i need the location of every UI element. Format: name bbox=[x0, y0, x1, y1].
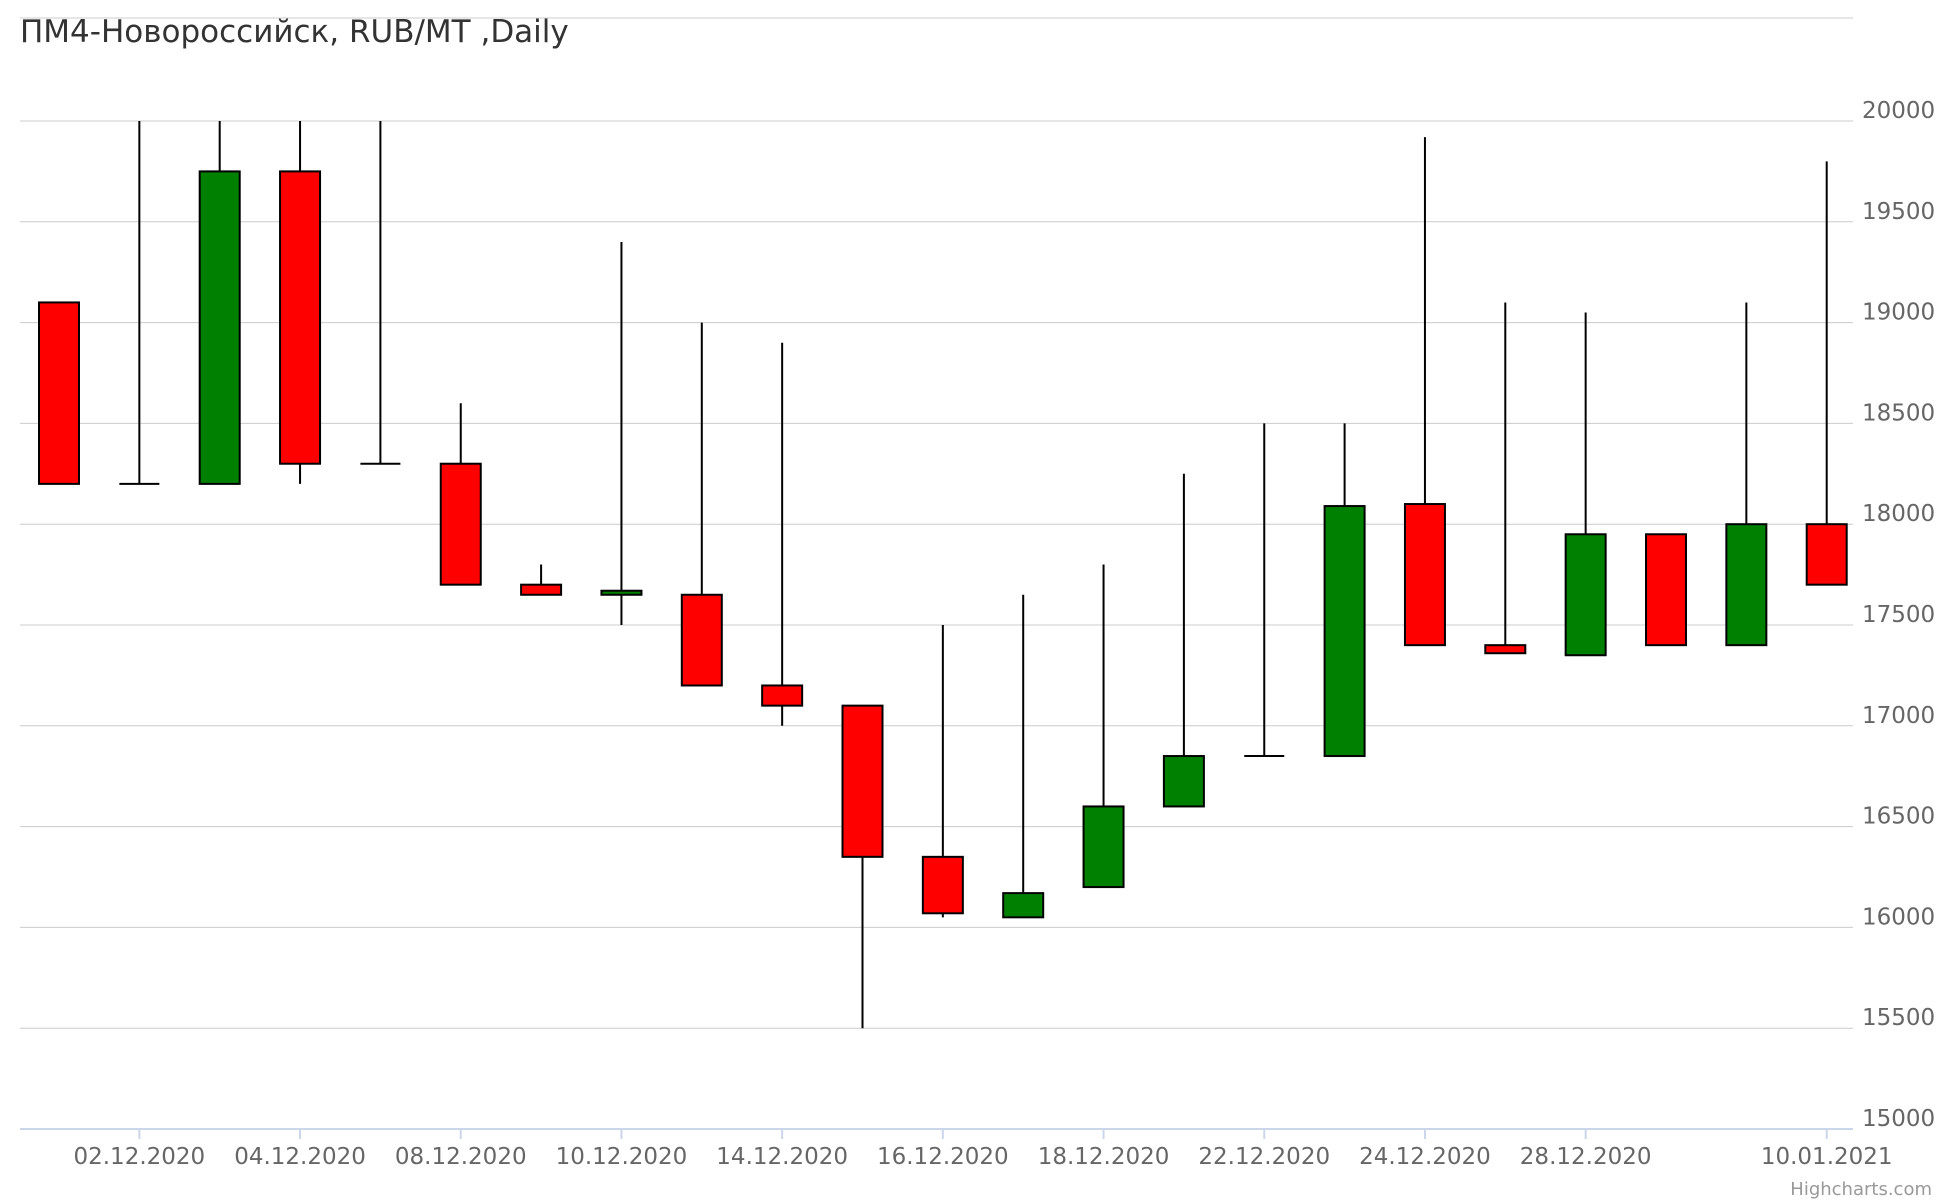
candle-body bbox=[761, 684, 804, 707]
y-tick-label: 15500 bbox=[1862, 1005, 1935, 1031]
candle bbox=[439, 403, 482, 586]
candle-body bbox=[1002, 892, 1045, 919]
x-tick-label: 28.12.2020 bbox=[1520, 1144, 1652, 1170]
candle-body bbox=[38, 301, 80, 485]
candle bbox=[680, 322, 723, 687]
x-tick-label: 14.12.2020 bbox=[716, 1144, 848, 1170]
x-tick-label: 10.12.2020 bbox=[556, 1144, 688, 1170]
candle-body bbox=[1564, 533, 1607, 657]
candle-body bbox=[1323, 505, 1366, 758]
candle bbox=[279, 121, 322, 484]
candle bbox=[1403, 137, 1446, 647]
y-tick-label: 19500 bbox=[1862, 199, 1935, 225]
chart-title: ПМ4-Новороссийск, RUB/MT ,Daily bbox=[20, 14, 569, 50]
candle bbox=[921, 625, 964, 918]
candle bbox=[119, 121, 160, 485]
candle bbox=[1645, 533, 1687, 647]
x-tick-label: 24.12.2020 bbox=[1359, 1144, 1491, 1170]
candle-body bbox=[1082, 805, 1125, 889]
candle bbox=[1002, 594, 1045, 919]
y-tick-label: 17000 bbox=[1862, 703, 1935, 729]
grid-lines bbox=[20, 17, 1853, 1029]
candle bbox=[198, 121, 241, 485]
candle-body bbox=[1725, 523, 1768, 647]
candles bbox=[38, 121, 1848, 1029]
candle bbox=[38, 301, 80, 485]
x-tick-label: 16.12.2020 bbox=[877, 1144, 1009, 1170]
candle-body bbox=[1805, 523, 1848, 586]
credits-link[interactable]: Highcharts.com bbox=[1790, 1179, 1932, 1200]
x-axis bbox=[20, 1128, 1853, 1139]
candle bbox=[1725, 302, 1768, 647]
candle bbox=[1805, 161, 1848, 586]
candle bbox=[1162, 473, 1205, 808]
x-tick-label: 04.12.2020 bbox=[234, 1144, 366, 1170]
candle-body bbox=[520, 583, 563, 596]
candle-body bbox=[1484, 644, 1527, 655]
candle bbox=[1484, 302, 1527, 655]
x-tick-label: 08.12.2020 bbox=[395, 1144, 527, 1170]
candle bbox=[1564, 312, 1607, 657]
y-tick-label: 16000 bbox=[1862, 904, 1935, 930]
candle-body bbox=[600, 589, 643, 596]
candle-body bbox=[439, 462, 482, 586]
candle-body bbox=[680, 593, 723, 687]
y-tick-label: 17500 bbox=[1862, 602, 1935, 628]
candle bbox=[761, 342, 804, 726]
y-tick-label: 19000 bbox=[1862, 300, 1935, 326]
candle bbox=[520, 564, 563, 596]
x-tick-label: 02.12.2020 bbox=[73, 1144, 205, 1170]
candle bbox=[1244, 423, 1285, 758]
y-tick-label: 15000 bbox=[1862, 1106, 1935, 1132]
candle-body bbox=[1403, 503, 1446, 647]
candle bbox=[600, 241, 643, 625]
y-tick-label: 16500 bbox=[1862, 804, 1935, 830]
candle-body bbox=[841, 704, 884, 858]
candle-body bbox=[921, 855, 964, 915]
y-tick-label: 20000 bbox=[1862, 98, 1935, 124]
candle bbox=[360, 121, 401, 465]
candle-body bbox=[198, 170, 241, 485]
candle-body bbox=[1162, 755, 1205, 808]
x-tick-label: 10.01.2021 bbox=[1761, 1144, 1893, 1170]
y-tick-label: 18000 bbox=[1862, 501, 1935, 527]
candle-body bbox=[279, 170, 322, 465]
x-tick-label: 18.12.2020 bbox=[1038, 1144, 1170, 1170]
candle-body bbox=[1645, 533, 1687, 647]
x-axis-labels: 02.12.2020 04.12.2020 08.12.2020 10.12.2020… bbox=[73, 1144, 1892, 1170]
candle bbox=[841, 704, 884, 1029]
y-tick-label: 18500 bbox=[1862, 400, 1935, 426]
y-axis-labels: 20000 19500 19000 18500 18000 17500 17000 16500… bbox=[1862, 98, 1935, 1132]
x-tick-label: 22.12.2020 bbox=[1198, 1144, 1330, 1170]
candle bbox=[1323, 423, 1366, 758]
candle bbox=[1082, 564, 1125, 889]
